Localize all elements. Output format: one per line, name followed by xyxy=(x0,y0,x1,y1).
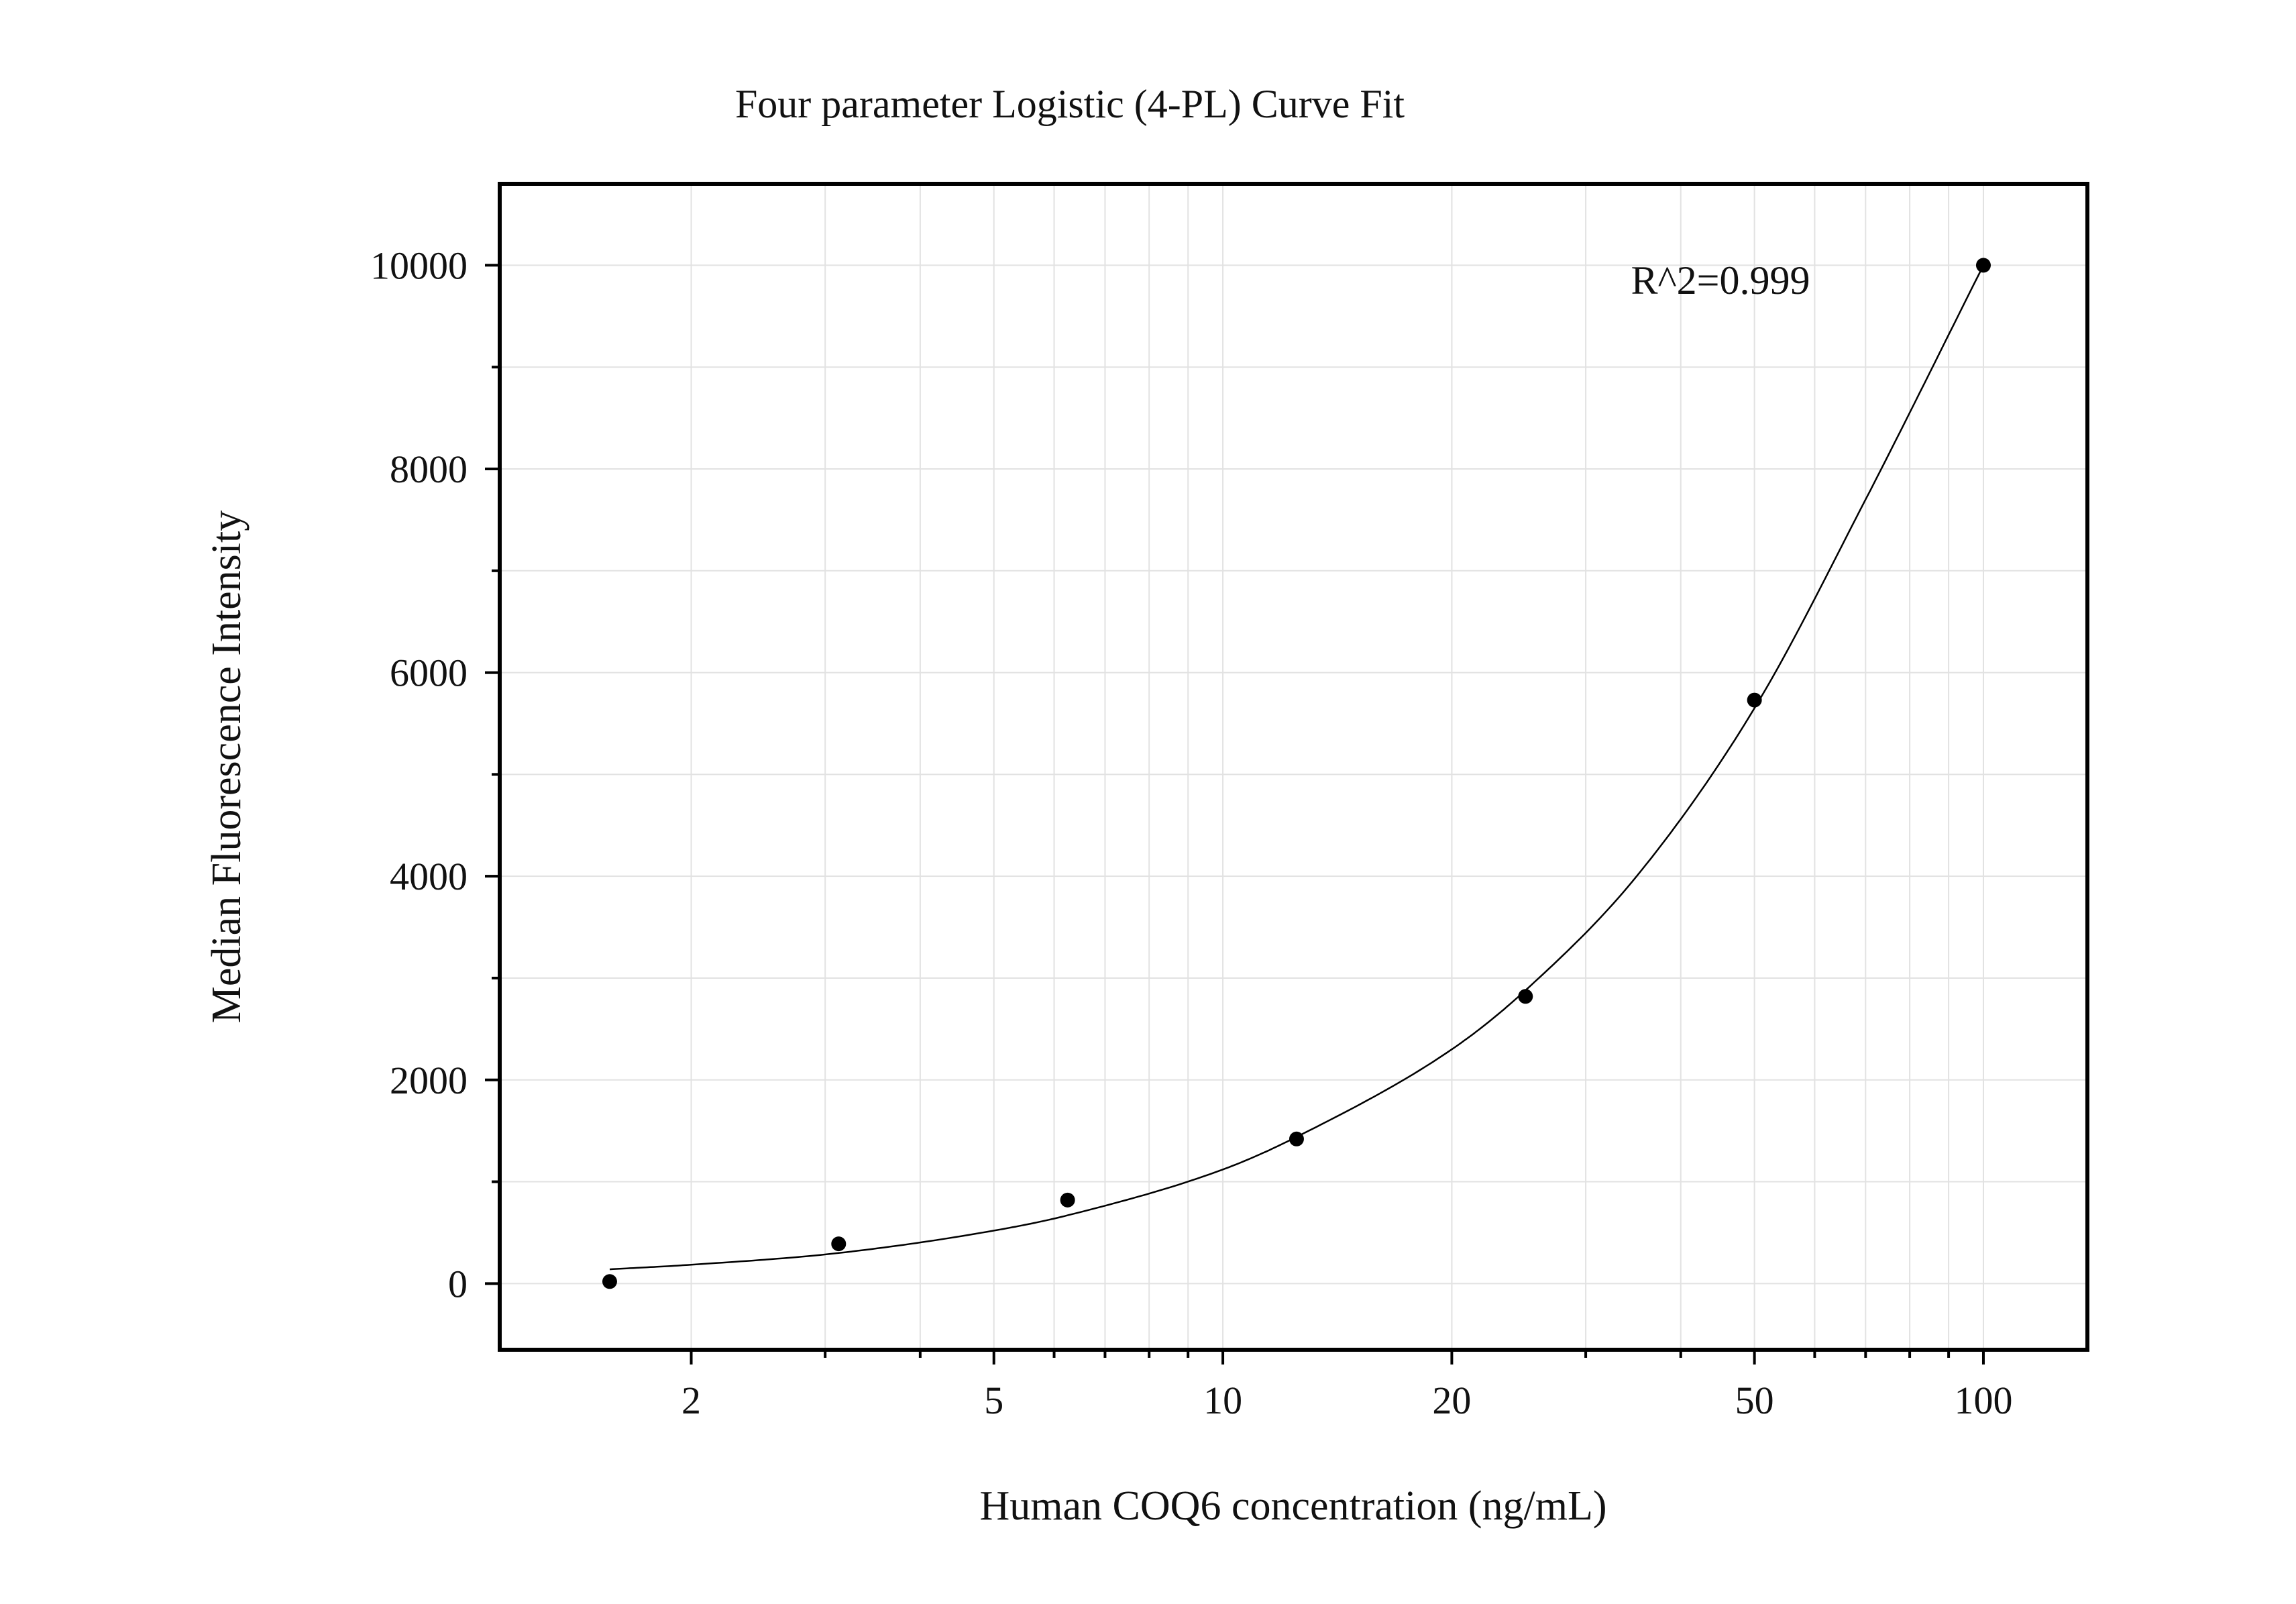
data-point xyxy=(1518,989,1533,1004)
x-tick-label: 100 xyxy=(1954,1379,2012,1422)
plot-frame xyxy=(498,182,2089,1352)
x-tick-label: 50 xyxy=(1735,1379,1774,1422)
y-tick-label: 10000 xyxy=(370,244,468,287)
r-squared-annotation: R^2=0.999 xyxy=(1631,258,1810,303)
x-axis-label: Human COQ6 concentration (ng/mL) xyxy=(980,1483,1607,1529)
y-tick-label: 0 xyxy=(448,1262,468,1305)
data-point xyxy=(1060,1192,1075,1208)
y-tick-label: 2000 xyxy=(390,1059,468,1102)
data-point xyxy=(602,1274,617,1289)
data-point xyxy=(1975,258,1991,273)
y-tick-label: 4000 xyxy=(390,855,468,898)
x-tick-label: 20 xyxy=(1432,1379,1471,1422)
x-tick-label: 10 xyxy=(1203,1379,1242,1422)
data-point xyxy=(831,1236,846,1252)
y-axis-label: Median Fluorescence Intensity xyxy=(204,511,250,1023)
x-tick-label: 5 xyxy=(984,1379,1003,1422)
data-point xyxy=(1747,692,1762,708)
y-tick-label: 6000 xyxy=(390,651,468,695)
grid xyxy=(500,184,2087,1350)
y-tick-label: 8000 xyxy=(390,447,468,491)
tick-labels: 2 5 10 20 50 100 0 2000 4000 6000 8000 10000 xyxy=(370,244,2012,1422)
x-tick-label: 2 xyxy=(681,1379,701,1422)
chart-title: Four parameter Logistic (4-PL) Curve Fit xyxy=(735,82,1405,126)
axis-ticks xyxy=(485,264,1985,1365)
data-points xyxy=(602,258,1991,1289)
data-point xyxy=(1289,1131,1304,1146)
